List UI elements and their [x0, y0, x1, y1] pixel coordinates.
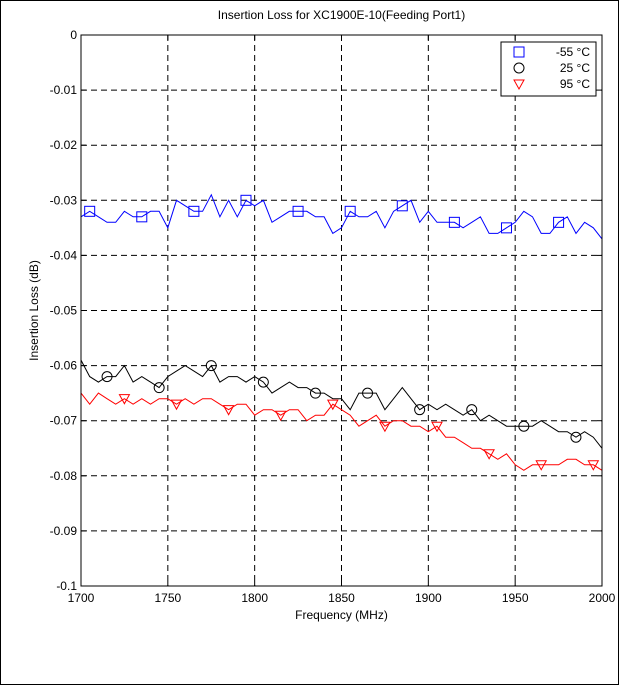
data-point-marker [222, 405, 235, 416]
data-point-marker [570, 431, 582, 443]
series-line [80, 193, 603, 240]
data-point-marker [274, 410, 287, 422]
series-layer [80, 193, 603, 471]
data-point-marker [136, 211, 148, 223]
series-1 [80, 359, 603, 449]
y-tick-label: -0.07 [50, 414, 78, 428]
x-tick-label: 1800 [241, 591, 268, 605]
data-point-marker [500, 222, 512, 234]
data-point-marker [483, 449, 495, 460]
y-tick-label: -0.05 [50, 304, 78, 318]
legend-label: 25 °C [560, 61, 590, 75]
x-tick-label: 1700 [68, 591, 95, 605]
data-point-marker [292, 205, 304, 217]
data-point-marker [362, 387, 374, 399]
data-point-marker [101, 371, 113, 383]
y-tick-label: -0.02 [50, 138, 78, 152]
x-tick-label: 1850 [328, 591, 355, 605]
y-tick-label: -0.08 [50, 469, 78, 483]
data-point-marker [257, 376, 269, 388]
data-point-marker [344, 205, 356, 217]
legend-marker [513, 46, 525, 58]
data-point-marker [170, 399, 183, 411]
series-line [80, 359, 603, 449]
series-line [80, 392, 603, 471]
y-tick-label: -0.1 [56, 579, 77, 593]
legend-marker [513, 62, 525, 74]
y-tick-label: -0.03 [50, 193, 78, 207]
y-tick-label: -0.04 [50, 248, 78, 262]
y-tick-label: 0 [70, 28, 77, 42]
data-point-marker [84, 205, 96, 217]
legend: -55 °C 25 °C 95 °C [500, 41, 597, 97]
axis-ticks: 1700 1750 1800 1850 1900 1950 2000 0 -0.01 -0.02 -… [50, 28, 616, 605]
data-point-marker [379, 421, 391, 433]
data-point-marker [153, 382, 165, 394]
data-point-marker [518, 420, 530, 432]
data-point-marker [587, 460, 600, 471]
x-axis-title: Frequency (MHz) [295, 608, 388, 622]
x-tick-label: 1750 [154, 591, 181, 605]
legend-marker [513, 79, 525, 91]
y-tick-label: -0.01 [50, 83, 78, 97]
data-point-marker [466, 404, 478, 416]
y-tick-label: -0.06 [50, 359, 78, 373]
data-point-marker [396, 200, 408, 212]
data-point-marker [240, 194, 252, 206]
series-0 [80, 193, 603, 240]
y-tick-label: -0.09 [50, 524, 78, 538]
data-point-marker [553, 216, 565, 228]
chart-title: Insertion Loss for XC1900E-10(Feeding Po… [218, 8, 465, 22]
grid [81, 35, 602, 586]
data-point-marker [448, 216, 460, 228]
data-point-marker [414, 404, 426, 416]
data-point-marker [205, 360, 217, 372]
data-point-marker [431, 421, 443, 433]
data-point-marker [188, 205, 200, 217]
data-point-marker [118, 394, 131, 405]
data-point-marker [535, 460, 548, 471]
x-tick-label: 2000 [589, 591, 616, 605]
legend-label: -55 °C [556, 45, 590, 59]
data-point-marker [326, 399, 339, 411]
y-axis-title: Insertion Loss (dB) [27, 260, 41, 361]
x-tick-label: 1950 [502, 591, 529, 605]
data-point-marker [309, 387, 321, 399]
x-tick-label: 1900 [415, 591, 442, 605]
legend-box [500, 41, 597, 97]
series-2 [80, 392, 603, 471]
legend-label: 95 °C [560, 77, 590, 91]
